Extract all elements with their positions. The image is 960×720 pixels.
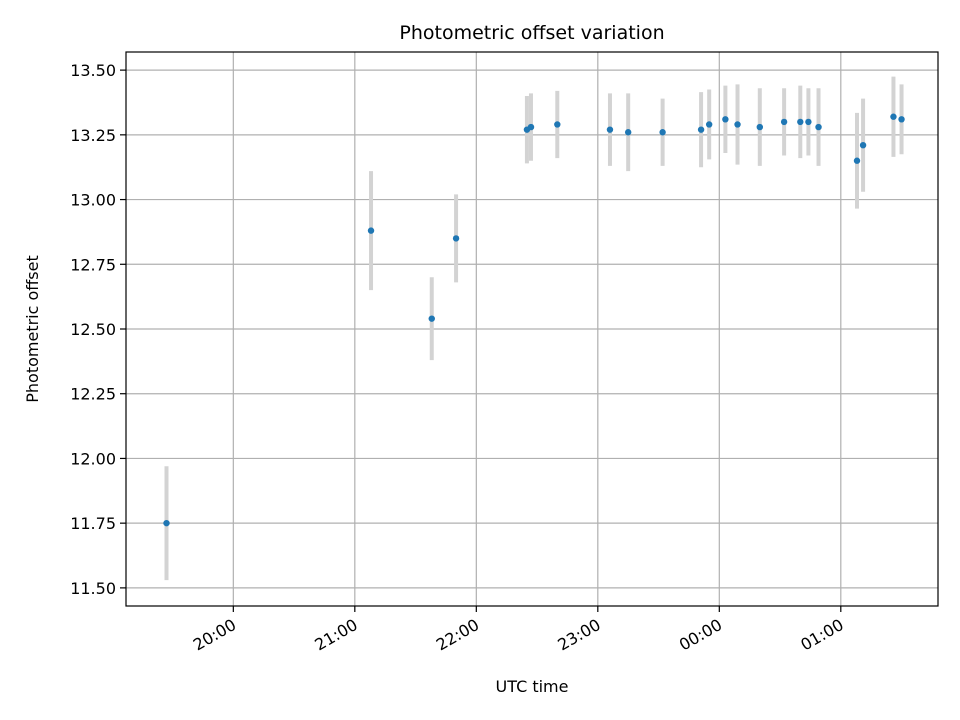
y-axis-ticks: 11.50 11.75 12.00 12.25 12.50 12.75 13.00 13.25…: [70, 61, 126, 598]
data-point: [859, 141, 867, 149]
y-tick-label: 11.50: [70, 579, 116, 598]
y-tick-label: 12.50: [70, 320, 116, 339]
data-point: [805, 118, 812, 126]
y-tick-label: 13.25: [70, 126, 116, 145]
data-point: [734, 121, 741, 128]
y-tick-label: 13.00: [70, 191, 116, 210]
y-tick-label: 11.75: [70, 514, 116, 533]
data-point: [890, 113, 897, 120]
data-point: [163, 519, 170, 527]
data-point: [606, 126, 614, 133]
data-point: [815, 123, 822, 131]
data-point: [624, 129, 632, 136]
data-point: [428, 315, 435, 322]
x-axis-title: UTC time: [496, 677, 569, 696]
data-point: [853, 157, 861, 164]
data-point: [797, 118, 804, 126]
data-point: [705, 121, 713, 128]
data-point: [554, 121, 561, 128]
data-points: [163, 113, 905, 527]
data-point: [527, 123, 535, 131]
y-tick-label: 13.50: [70, 61, 116, 80]
y-tick-label: 12.25: [70, 385, 116, 404]
data-point: [659, 129, 666, 136]
grid-lines: [126, 52, 938, 606]
y-tick-label: 12.75: [70, 255, 116, 274]
data-point: [697, 126, 705, 133]
data-point: [452, 235, 460, 242]
data-point: [756, 123, 764, 131]
data-point: [898, 116, 905, 123]
data-point: [367, 227, 375, 234]
data-point: [780, 118, 788, 126]
data-point: [722, 116, 729, 123]
y-tick-label: 12.00: [70, 449, 116, 468]
chart-title: Photometric offset variation: [399, 22, 664, 44]
y-axis-title: Photometric offset: [23, 255, 42, 403]
